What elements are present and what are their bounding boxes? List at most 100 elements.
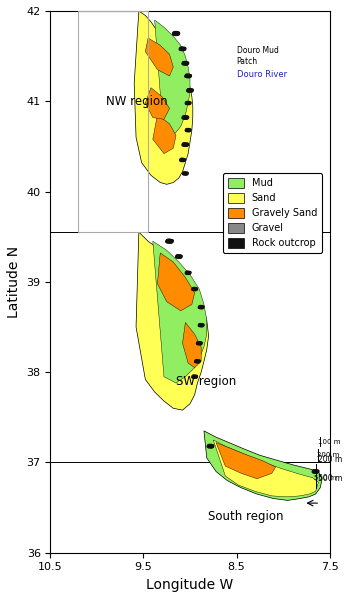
Ellipse shape — [173, 34, 175, 35]
Ellipse shape — [186, 273, 188, 274]
Ellipse shape — [183, 143, 185, 144]
Ellipse shape — [208, 444, 210, 446]
Ellipse shape — [188, 89, 190, 90]
Ellipse shape — [179, 257, 181, 258]
Text: NW region: NW region — [106, 95, 168, 108]
Polygon shape — [183, 322, 201, 368]
Ellipse shape — [180, 47, 182, 49]
Ellipse shape — [198, 307, 201, 308]
Text: 500 m: 500 m — [318, 474, 343, 483]
Ellipse shape — [167, 240, 169, 241]
Ellipse shape — [186, 271, 191, 274]
Text: 100 m: 100 m — [318, 438, 341, 444]
Ellipse shape — [183, 159, 185, 160]
Ellipse shape — [211, 445, 214, 446]
Ellipse shape — [182, 145, 184, 146]
Ellipse shape — [186, 173, 188, 174]
Ellipse shape — [195, 361, 197, 362]
Ellipse shape — [186, 116, 188, 117]
Ellipse shape — [189, 129, 191, 130]
Text: Douro River: Douro River — [237, 69, 287, 78]
Ellipse shape — [183, 172, 188, 175]
Ellipse shape — [186, 62, 188, 63]
Ellipse shape — [186, 145, 188, 146]
Ellipse shape — [188, 103, 190, 104]
Polygon shape — [145, 38, 173, 76]
Ellipse shape — [185, 76, 187, 77]
Ellipse shape — [179, 47, 186, 51]
Ellipse shape — [173, 32, 180, 35]
Ellipse shape — [177, 32, 180, 34]
Polygon shape — [134, 11, 193, 184]
Ellipse shape — [188, 131, 190, 132]
Ellipse shape — [211, 446, 213, 447]
Ellipse shape — [188, 273, 190, 274]
Polygon shape — [204, 431, 322, 500]
Ellipse shape — [182, 116, 189, 119]
Ellipse shape — [186, 130, 188, 131]
Ellipse shape — [186, 271, 188, 273]
Ellipse shape — [189, 75, 191, 76]
Ellipse shape — [207, 446, 210, 447]
Polygon shape — [155, 20, 190, 142]
Ellipse shape — [183, 116, 185, 117]
Ellipse shape — [195, 377, 197, 378]
Polygon shape — [145, 87, 169, 119]
Ellipse shape — [180, 160, 182, 161]
Ellipse shape — [183, 62, 185, 63]
Ellipse shape — [197, 341, 199, 343]
Ellipse shape — [316, 470, 319, 471]
Ellipse shape — [170, 241, 172, 243]
Ellipse shape — [198, 323, 204, 327]
Legend: Mud, Sand, Gravely Sand, Gravel, Rock outcrop: Mud, Sand, Gravely Sand, Gravel, Rock ou… — [223, 173, 322, 253]
Ellipse shape — [207, 444, 214, 448]
Ellipse shape — [186, 74, 188, 75]
Ellipse shape — [180, 49, 182, 50]
Ellipse shape — [173, 32, 176, 33]
Ellipse shape — [186, 118, 188, 119]
Polygon shape — [213, 440, 318, 497]
Ellipse shape — [193, 288, 195, 289]
Ellipse shape — [186, 101, 191, 105]
Ellipse shape — [199, 343, 201, 344]
Ellipse shape — [186, 103, 188, 104]
Ellipse shape — [166, 241, 169, 243]
Ellipse shape — [170, 240, 173, 241]
Bar — [78, 11, 148, 232]
Ellipse shape — [188, 76, 191, 77]
Ellipse shape — [200, 342, 202, 343]
Ellipse shape — [193, 375, 195, 376]
Ellipse shape — [166, 239, 173, 243]
Ellipse shape — [183, 174, 185, 175]
Ellipse shape — [182, 143, 189, 146]
Ellipse shape — [186, 129, 188, 130]
Ellipse shape — [195, 288, 197, 289]
Text: 200 m: 200 m — [318, 455, 343, 464]
Ellipse shape — [182, 117, 184, 119]
Ellipse shape — [198, 360, 200, 361]
Ellipse shape — [176, 34, 179, 35]
Text: 500 m: 500 m — [314, 475, 336, 481]
Ellipse shape — [186, 143, 188, 144]
Ellipse shape — [198, 362, 199, 363]
Ellipse shape — [191, 89, 193, 90]
Text: SW region: SW region — [176, 375, 236, 388]
Ellipse shape — [195, 289, 197, 291]
Ellipse shape — [185, 74, 191, 78]
Ellipse shape — [197, 343, 198, 344]
Ellipse shape — [189, 271, 191, 273]
Polygon shape — [136, 232, 209, 410]
Ellipse shape — [195, 360, 200, 363]
Ellipse shape — [183, 47, 186, 49]
Polygon shape — [153, 115, 176, 153]
Text: 200 m: 200 m — [316, 452, 339, 458]
Text: South region: South region — [208, 510, 284, 523]
Ellipse shape — [313, 470, 315, 471]
Ellipse shape — [176, 256, 178, 258]
Ellipse shape — [192, 288, 197, 291]
Text: Douro Mud
Patch: Douro Mud Patch — [237, 46, 278, 66]
Ellipse shape — [180, 158, 186, 162]
Ellipse shape — [198, 305, 204, 308]
Ellipse shape — [202, 324, 204, 325]
Ellipse shape — [186, 101, 188, 102]
